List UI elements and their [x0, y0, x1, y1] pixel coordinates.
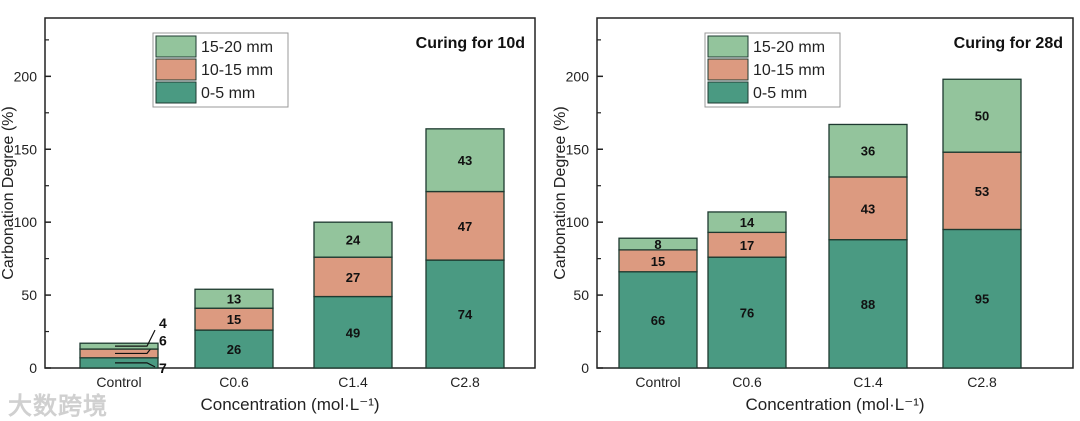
bar-segment: [313, 221, 393, 258]
data-label: 66: [651, 313, 665, 328]
data-label: 47: [458, 219, 472, 234]
data-label: 88: [861, 297, 875, 312]
data-label: 15: [227, 312, 241, 327]
bar-segment: [313, 256, 393, 298]
data-label: 15: [651, 254, 665, 269]
legend-label: 10-15 mm: [201, 62, 273, 79]
y-tick-label: 200: [14, 68, 38, 84]
y-tick-label: 50: [21, 287, 37, 303]
watermark: 大数跨境: [8, 392, 108, 420]
bar-segment: [618, 271, 698, 369]
y-tick-label: 100: [14, 214, 38, 230]
y-tick-label: 150: [566, 141, 590, 157]
legend-label: 0-5 mm: [201, 85, 255, 102]
x-tick-label: Control: [635, 374, 680, 390]
data-label: 36: [861, 144, 875, 159]
legend-label: 10-15 mm: [753, 62, 825, 79]
y-tick-label: 0: [29, 360, 37, 376]
x-tick-label: Control: [96, 374, 141, 390]
bar-segment: [425, 190, 505, 261]
data-label: 43: [458, 153, 472, 168]
bar-segment: [942, 228, 1022, 369]
data-label: 95: [975, 292, 989, 307]
bar-segment: [425, 128, 505, 193]
bar-segment: [313, 295, 393, 369]
legend-swatch: [707, 81, 749, 104]
data-label: 17: [740, 238, 754, 253]
y-tick-label: 150: [14, 141, 38, 157]
data-label: 53: [975, 184, 989, 199]
data-label: 43: [861, 201, 875, 216]
x-tick-label: C0.6: [732, 374, 762, 390]
y-tick-label: 200: [566, 68, 590, 84]
bar-segment: [828, 123, 908, 178]
data-label: 8: [654, 237, 661, 252]
data-label: 24: [346, 233, 361, 248]
legend-label: 15-20 mm: [753, 39, 825, 56]
bar-segment: [618, 237, 698, 251]
bar-segment: [194, 329, 274, 369]
legend-swatch: [155, 58, 197, 81]
bar-segment: [194, 288, 274, 309]
data-label: 50: [975, 109, 989, 124]
bar-segment: [942, 151, 1022, 231]
data-label: 26: [227, 342, 241, 357]
x-tick-label: C1.4: [853, 374, 883, 390]
data-label: 76: [740, 306, 754, 321]
data-label: 4: [159, 315, 167, 331]
legend-swatch: [707, 35, 749, 58]
legend-label: 0-5 mm: [753, 85, 807, 102]
data-label: 49: [346, 325, 360, 340]
y-axis-label: Carbonation Degree (%): [0, 106, 17, 279]
bar-segment: [707, 211, 787, 234]
y-tick-label: 50: [573, 287, 589, 303]
x-axis-label: Concentration (mol·L⁻¹): [745, 395, 924, 414]
y-tick-label: 100: [566, 214, 590, 230]
legend-swatch: [155, 35, 197, 58]
leader-line: [115, 362, 156, 368]
data-label: 13: [227, 292, 241, 307]
x-tick-label: C0.6: [219, 374, 249, 390]
x-tick-label: C2.8: [450, 374, 480, 390]
bar-segment: [425, 259, 505, 369]
legend-swatch: [707, 58, 749, 81]
data-label: 14: [740, 215, 755, 230]
bar-segment: [942, 78, 1022, 153]
legend-swatch: [155, 81, 197, 104]
y-tick-label: 0: [581, 360, 589, 376]
chart-title: Curing for 28d: [954, 35, 1063, 52]
plot-frame: [44, 17, 536, 369]
leader-line: [115, 329, 156, 347]
data-label: 7: [159, 360, 167, 376]
chart-title: Curing for 10d: [416, 35, 525, 52]
legend-label: 15-20 mm: [201, 39, 273, 56]
data-label: 6: [159, 332, 167, 348]
data-label: 27: [346, 270, 360, 285]
x-tick-label: C2.8: [967, 374, 997, 390]
y-axis-label: Carbonation Degree (%): [552, 106, 569, 279]
x-axis-label: Concentration (mol·L⁻¹): [200, 395, 379, 414]
x-tick-label: C1.4: [338, 374, 368, 390]
data-label: 74: [458, 307, 473, 322]
